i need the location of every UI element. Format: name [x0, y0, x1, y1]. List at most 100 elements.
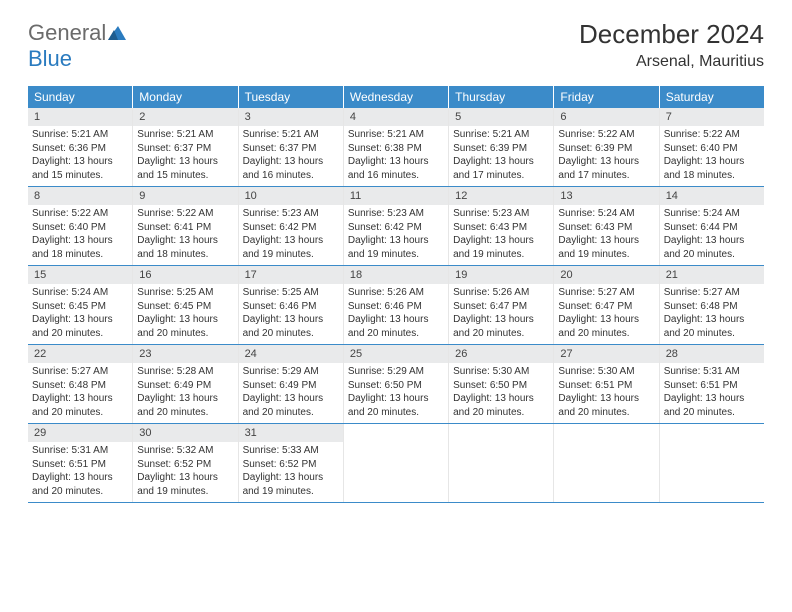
- sunrise-text: Sunrise: 5:29 AM: [348, 365, 444, 379]
- daylight-text-2: and 17 minutes.: [453, 169, 549, 183]
- day-body: Sunrise: 5:31 AMSunset: 6:51 PMDaylight:…: [660, 365, 764, 419]
- sunset-text: Sunset: 6:49 PM: [243, 379, 339, 393]
- daylight-text-2: and 16 minutes.: [243, 169, 339, 183]
- sunrise-text: Sunrise: 5:32 AM: [137, 444, 233, 458]
- day-number: 24: [239, 345, 343, 363]
- sunset-text: Sunset: 6:43 PM: [453, 221, 549, 235]
- day-cell: 5Sunrise: 5:21 AMSunset: 6:39 PMDaylight…: [449, 108, 554, 186]
- sunset-text: Sunset: 6:52 PM: [243, 458, 339, 472]
- daylight-text-1: Daylight: 13 hours: [137, 313, 233, 327]
- day-number: 11: [344, 187, 448, 205]
- sunrise-text: Sunrise: 5:27 AM: [664, 286, 760, 300]
- daylight-text-2: and 17 minutes.: [558, 169, 654, 183]
- day-cell: [554, 424, 659, 502]
- week-row: 1Sunrise: 5:21 AMSunset: 6:36 PMDaylight…: [28, 108, 764, 187]
- weekday-header: Monday: [133, 86, 238, 108]
- sunset-text: Sunset: 6:45 PM: [137, 300, 233, 314]
- day-body: Sunrise: 5:27 AMSunset: 6:48 PMDaylight:…: [28, 365, 132, 419]
- sunrise-text: Sunrise: 5:28 AM: [137, 365, 233, 379]
- daylight-text-1: Daylight: 13 hours: [348, 313, 444, 327]
- logo-text: General Blue: [28, 20, 128, 72]
- sunset-text: Sunset: 6:42 PM: [243, 221, 339, 235]
- day-cell: 3 Sunrise: 5:21 AMSunset: 6:37 PMDaylight…: [239, 108, 344, 186]
- sunrise-text: Sunrise: 5:26 AM: [348, 286, 444, 300]
- day-cell: 11 Sunrise: 5:23 AMSunset: 6:42 PMDayligh…: [344, 187, 449, 265]
- daylight-text-2: and 19 minutes.: [348, 248, 444, 262]
- day-number: 21: [660, 266, 764, 284]
- sunrise-text: Sunrise: 5:22 AM: [32, 207, 128, 221]
- day-cell: 24 Sunrise: 5:29 AMSunset: 6:49 PMDayligh…: [239, 345, 344, 423]
- day-number: 20: [554, 266, 658, 284]
- sunrise-text: Sunrise: 5:25 AM: [137, 286, 233, 300]
- sunrise-text: Sunrise: 5:27 AM: [32, 365, 128, 379]
- month-title: December 2024: [579, 20, 764, 49]
- calendar-grid: SundayMondayTuesdayWednesdayThursdayFrid…: [28, 86, 764, 503]
- sunrise-text: Sunrise: 5:23 AM: [453, 207, 549, 221]
- sunset-text: Sunset: 6:41 PM: [137, 221, 233, 235]
- daylight-text-2: and 20 minutes.: [137, 406, 233, 420]
- day-number: 9: [133, 187, 237, 205]
- daylight-text-1: Daylight: 13 hours: [137, 392, 233, 406]
- day-body: Sunrise: 5:21 AMSunset: 6:37 PMDaylight:…: [239, 128, 343, 182]
- sunrise-text: Sunrise: 5:29 AM: [243, 365, 339, 379]
- sunrise-text: Sunrise: 5:21 AM: [32, 128, 128, 142]
- sunset-text: Sunset: 6:44 PM: [664, 221, 760, 235]
- sunset-text: Sunset: 6:39 PM: [453, 142, 549, 156]
- sunset-text: Sunset: 6:39 PM: [558, 142, 654, 156]
- weekday-header: Tuesday: [239, 86, 344, 108]
- daylight-text-2: and 19 minutes.: [453, 248, 549, 262]
- day-body: Sunrise: 5:23 AMSunset: 6:42 PMDaylight:…: [239, 207, 343, 261]
- daylight-text-1: Daylight: 13 hours: [453, 392, 549, 406]
- day-cell: 1Sunrise: 5:21 AMSunset: 6:36 PMDaylight…: [28, 108, 133, 186]
- brand-logo: General Blue: [28, 20, 128, 72]
- sunrise-text: Sunrise: 5:25 AM: [243, 286, 339, 300]
- day-number: 3: [239, 108, 343, 126]
- weekday-header: Thursday: [449, 86, 554, 108]
- weekday-header: Wednesday: [344, 86, 449, 108]
- sunrise-text: Sunrise: 5:21 AM: [453, 128, 549, 142]
- day-cell: 29Sunrise: 5:31 AMSunset: 6:51 PMDayligh…: [28, 424, 133, 502]
- day-number: 17: [239, 266, 343, 284]
- day-body: Sunrise: 5:29 AMSunset: 6:49 PMDaylight:…: [239, 365, 343, 419]
- daylight-text-2: and 19 minutes.: [243, 485, 339, 499]
- day-number: 19: [449, 266, 553, 284]
- header-row: General Blue December 2024 Arsenal, Maur…: [28, 20, 764, 72]
- daylight-text-1: Daylight: 13 hours: [664, 392, 760, 406]
- daylight-text-2: and 20 minutes.: [243, 406, 339, 420]
- sunset-text: Sunset: 6:50 PM: [348, 379, 444, 393]
- daylight-text-2: and 18 minutes.: [664, 169, 760, 183]
- day-cell: [660, 424, 764, 502]
- sunset-text: Sunset: 6:48 PM: [664, 300, 760, 314]
- daylight-text-1: Daylight: 13 hours: [348, 392, 444, 406]
- daylight-text-1: Daylight: 13 hours: [348, 234, 444, 248]
- day-body: Sunrise: 5:23 AMSunset: 6:42 PMDaylight:…: [344, 207, 448, 261]
- daylight-text-1: Daylight: 13 hours: [558, 313, 654, 327]
- day-number: 28: [660, 345, 764, 363]
- day-body: Sunrise: 5:23 AMSunset: 6:43 PMDaylight:…: [449, 207, 553, 261]
- day-number: 14: [660, 187, 764, 205]
- sunset-text: Sunset: 6:49 PM: [137, 379, 233, 393]
- day-body: Sunrise: 5:29 AMSunset: 6:50 PMDaylight:…: [344, 365, 448, 419]
- daylight-text-1: Daylight: 13 hours: [558, 155, 654, 169]
- day-number: 10: [239, 187, 343, 205]
- daylight-text-1: Daylight: 13 hours: [137, 234, 233, 248]
- daylight-text-1: Daylight: 13 hours: [243, 471, 339, 485]
- day-number: 26: [449, 345, 553, 363]
- daylight-text-2: and 20 minutes.: [348, 327, 444, 341]
- sunrise-text: Sunrise: 5:22 AM: [664, 128, 760, 142]
- weekday-header: Friday: [554, 86, 659, 108]
- sunrise-text: Sunrise: 5:21 AM: [137, 128, 233, 142]
- daylight-text-1: Daylight: 13 hours: [558, 392, 654, 406]
- day-cell: 7Sunrise: 5:22 AMSunset: 6:40 PMDaylight…: [660, 108, 764, 186]
- day-cell: 19Sunrise: 5:26 AMSunset: 6:47 PMDayligh…: [449, 266, 554, 344]
- daylight-text-2: and 20 minutes.: [32, 327, 128, 341]
- day-number: 25: [344, 345, 448, 363]
- daylight-text-2: and 15 minutes.: [137, 169, 233, 183]
- daylight-text-1: Daylight: 13 hours: [137, 471, 233, 485]
- day-body: Sunrise: 5:25 AMSunset: 6:46 PMDaylight:…: [239, 286, 343, 340]
- day-body: Sunrise: 5:21 AMSunset: 6:37 PMDaylight:…: [133, 128, 237, 182]
- day-cell: 26Sunrise: 5:30 AMSunset: 6:50 PMDayligh…: [449, 345, 554, 423]
- sunset-text: Sunset: 6:46 PM: [348, 300, 444, 314]
- daylight-text-2: and 20 minutes.: [453, 327, 549, 341]
- day-cell: 8Sunrise: 5:22 AMSunset: 6:40 PMDaylight…: [28, 187, 133, 265]
